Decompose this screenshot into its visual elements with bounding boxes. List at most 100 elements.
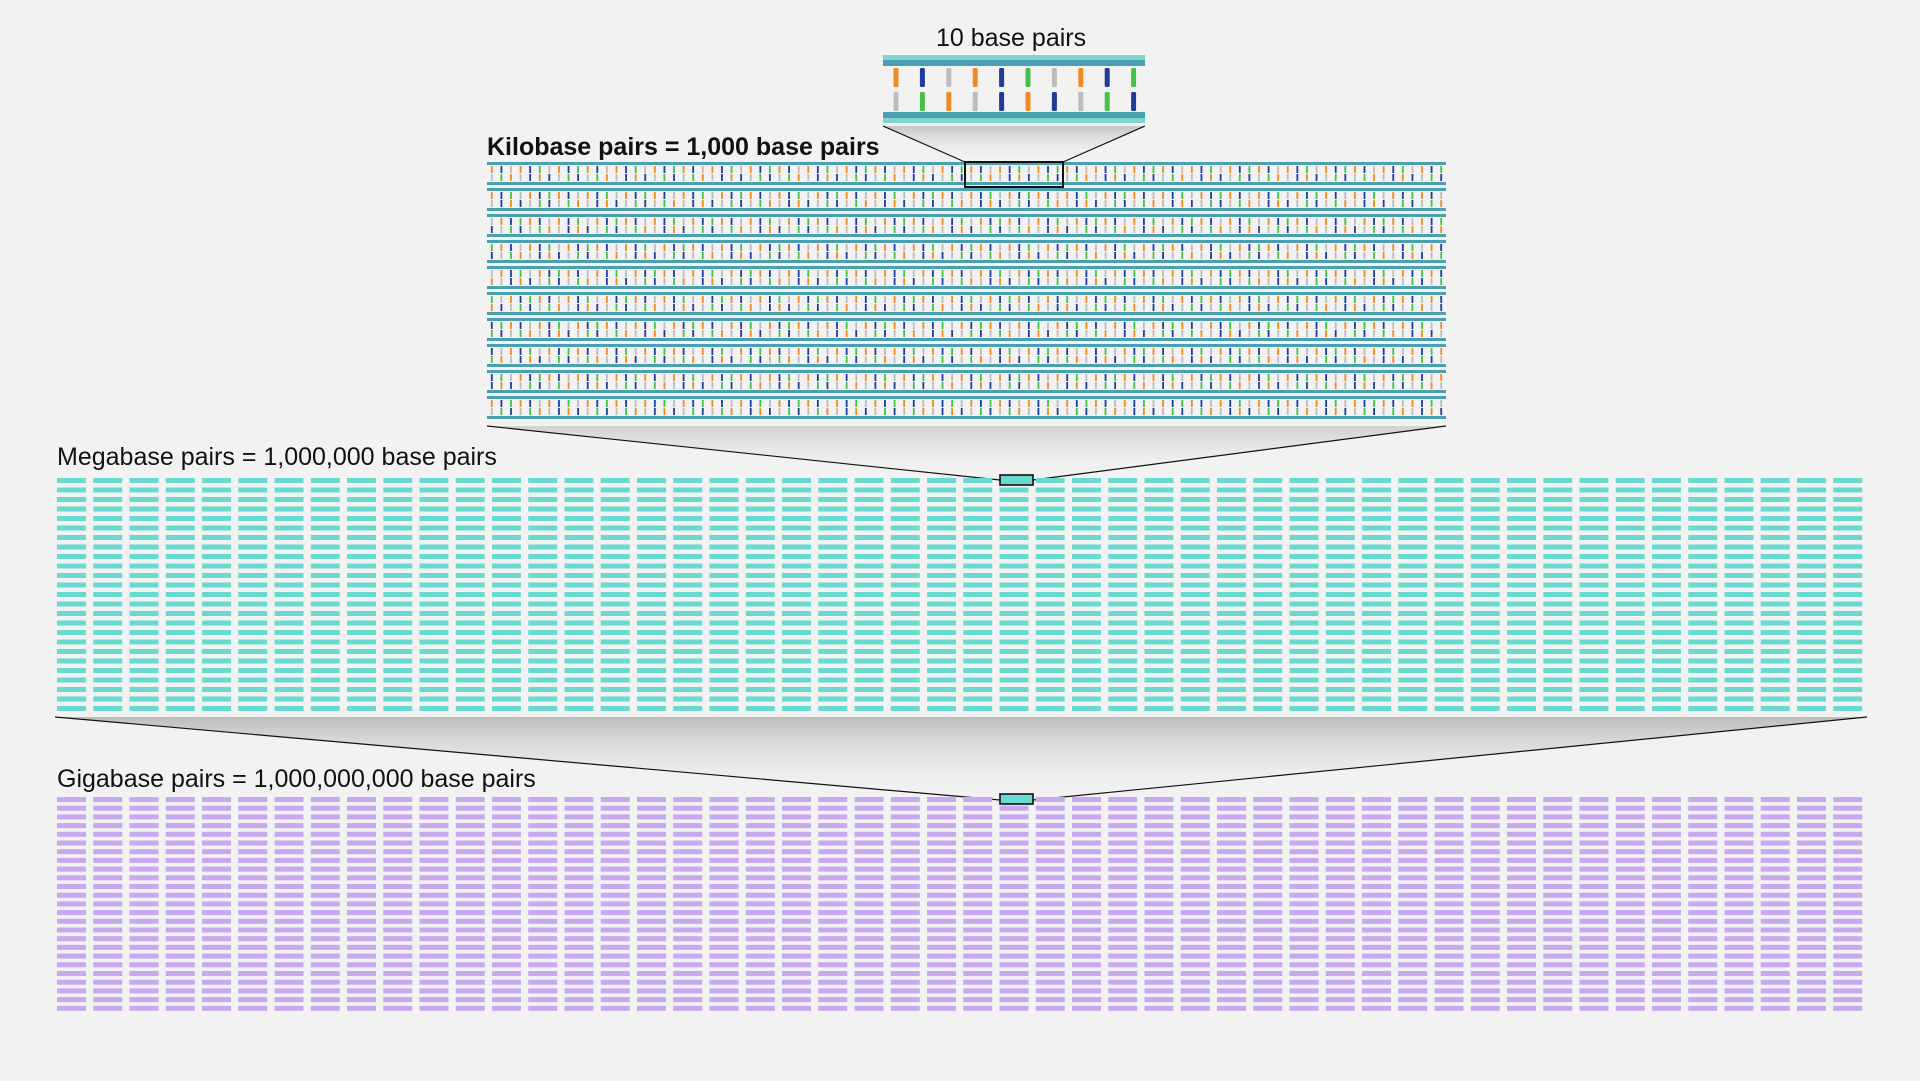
gigabase-segment — [1362, 953, 1391, 959]
gigabase-segment — [1797, 936, 1826, 942]
gigabase-segment — [673, 1005, 703, 1011]
mini-base-bottom — [625, 408, 627, 415]
gigabase-segment — [782, 805, 811, 811]
megabase-segment — [564, 544, 594, 550]
gigabase-segment — [129, 875, 159, 881]
mini-base-bottom — [663, 252, 666, 259]
megabase-segment — [57, 544, 86, 550]
mini-base-top — [529, 166, 532, 173]
gigabase-segment — [1543, 866, 1573, 872]
gigabase-segment — [1507, 875, 1536, 881]
gigabase-segment — [745, 953, 775, 959]
gigabase-segment — [1144, 971, 1174, 976]
megabase-segment — [999, 668, 1029, 673]
gigabase-segment — [600, 936, 630, 942]
mini-base-top — [864, 166, 867, 173]
mini-base-top — [653, 270, 656, 277]
mini-base-top — [653, 166, 656, 173]
gigabase-segment — [1688, 901, 1718, 907]
mini-base-bottom — [500, 408, 503, 415]
megabase-segment — [455, 497, 485, 502]
megabase-segment — [1760, 582, 1790, 588]
megabase-segment — [310, 601, 340, 607]
mini-base-bottom — [1008, 356, 1011, 363]
mini-base-top — [1114, 244, 1117, 251]
mini-base-top — [529, 192, 532, 199]
megabase-segment — [1833, 563, 1863, 569]
mini-base-top — [1104, 322, 1107, 329]
megabase-segment — [347, 544, 376, 550]
megabase-segment — [455, 487, 485, 493]
mini-base-bottom — [548, 174, 551, 181]
megabase-segment — [1180, 687, 1210, 692]
mini-base-bottom — [999, 408, 1001, 415]
gigabase-segment — [1289, 840, 1319, 846]
gigabase-segment — [202, 979, 231, 985]
megabase-segment — [1180, 573, 1210, 578]
mini-base-top — [999, 296, 1001, 303]
mini-base-bottom — [874, 408, 877, 415]
mini-base-bottom — [788, 200, 790, 207]
mini-base-bottom — [500, 356, 503, 363]
megabase-segment — [383, 649, 413, 654]
mini-base-top — [836, 296, 838, 303]
mini-base-bottom — [730, 200, 733, 207]
gigabase-segment — [1035, 1005, 1065, 1011]
megabase-segment — [310, 639, 340, 645]
gigabase-segment — [999, 971, 1029, 976]
megabase-segment — [1615, 497, 1645, 502]
base-bottom — [946, 92, 952, 111]
megabase-segment — [1615, 582, 1645, 588]
gigabase-segment — [1579, 797, 1609, 802]
mini-base-top — [816, 192, 819, 199]
mini-base-bottom — [797, 200, 800, 207]
mini-base-bottom — [903, 252, 906, 259]
mini-base-bottom — [1037, 356, 1040, 363]
gigabase-segment — [419, 901, 449, 907]
megabase-segment — [1760, 573, 1790, 578]
megabase-segment — [1108, 668, 1138, 673]
mini-base-top — [1411, 322, 1414, 329]
mini-base-top — [893, 218, 896, 225]
mini-base-top — [558, 244, 560, 251]
mini-base-bottom — [1325, 174, 1328, 181]
mini-base-bottom — [1296, 408, 1299, 415]
mini-base-top — [1114, 270, 1117, 277]
megabase-segment — [1760, 620, 1790, 626]
mini-base-bottom — [625, 226, 627, 233]
gigabase-segment — [1144, 884, 1174, 889]
gigabase-segment — [1217, 840, 1246, 846]
megabase-segment — [1507, 563, 1536, 569]
mini-base-top — [836, 400, 838, 407]
gigabase-segment — [1470, 840, 1500, 846]
megabase-segment — [57, 696, 86, 702]
gigabase-segment — [637, 910, 666, 916]
gigabase-segment — [202, 944, 231, 950]
gigabase-segment — [1760, 901, 1790, 907]
megabase-column — [1688, 478, 1718, 711]
gigabase-segment — [1724, 936, 1754, 942]
row-backbone-top — [487, 240, 1446, 243]
gigabase-segment — [57, 901, 86, 907]
megabase-segment — [165, 478, 195, 483]
gigabase-segment — [1833, 988, 1863, 994]
megabase-segment — [1724, 544, 1754, 550]
mini-base-bottom — [989, 174, 992, 181]
gigabase-segment — [782, 953, 811, 959]
gigabase-segment — [1325, 875, 1355, 881]
megabase-segment — [564, 706, 594, 711]
mini-base-top — [529, 218, 532, 225]
mini-base-top — [951, 296, 954, 303]
mini-base-top — [1219, 348, 1222, 355]
gigabase-segment — [1507, 997, 1536, 1003]
mini-base-bottom — [1219, 304, 1222, 311]
gigabase-segment — [1615, 953, 1645, 959]
megabase-segment — [1434, 696, 1464, 702]
mini-base-bottom — [845, 278, 848, 285]
gigabase-segment — [1579, 997, 1609, 1003]
megabase-segment — [600, 506, 630, 512]
mini-base-top — [1248, 348, 1251, 355]
gigabase-segment — [419, 910, 449, 916]
gigabase-segment — [818, 831, 848, 837]
mini-base-bottom — [1018, 408, 1021, 415]
